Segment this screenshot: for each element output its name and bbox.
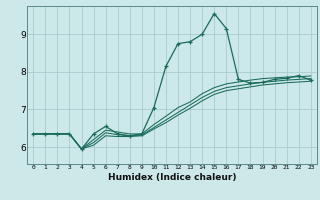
X-axis label: Humidex (Indice chaleur): Humidex (Indice chaleur) [108, 173, 236, 182]
